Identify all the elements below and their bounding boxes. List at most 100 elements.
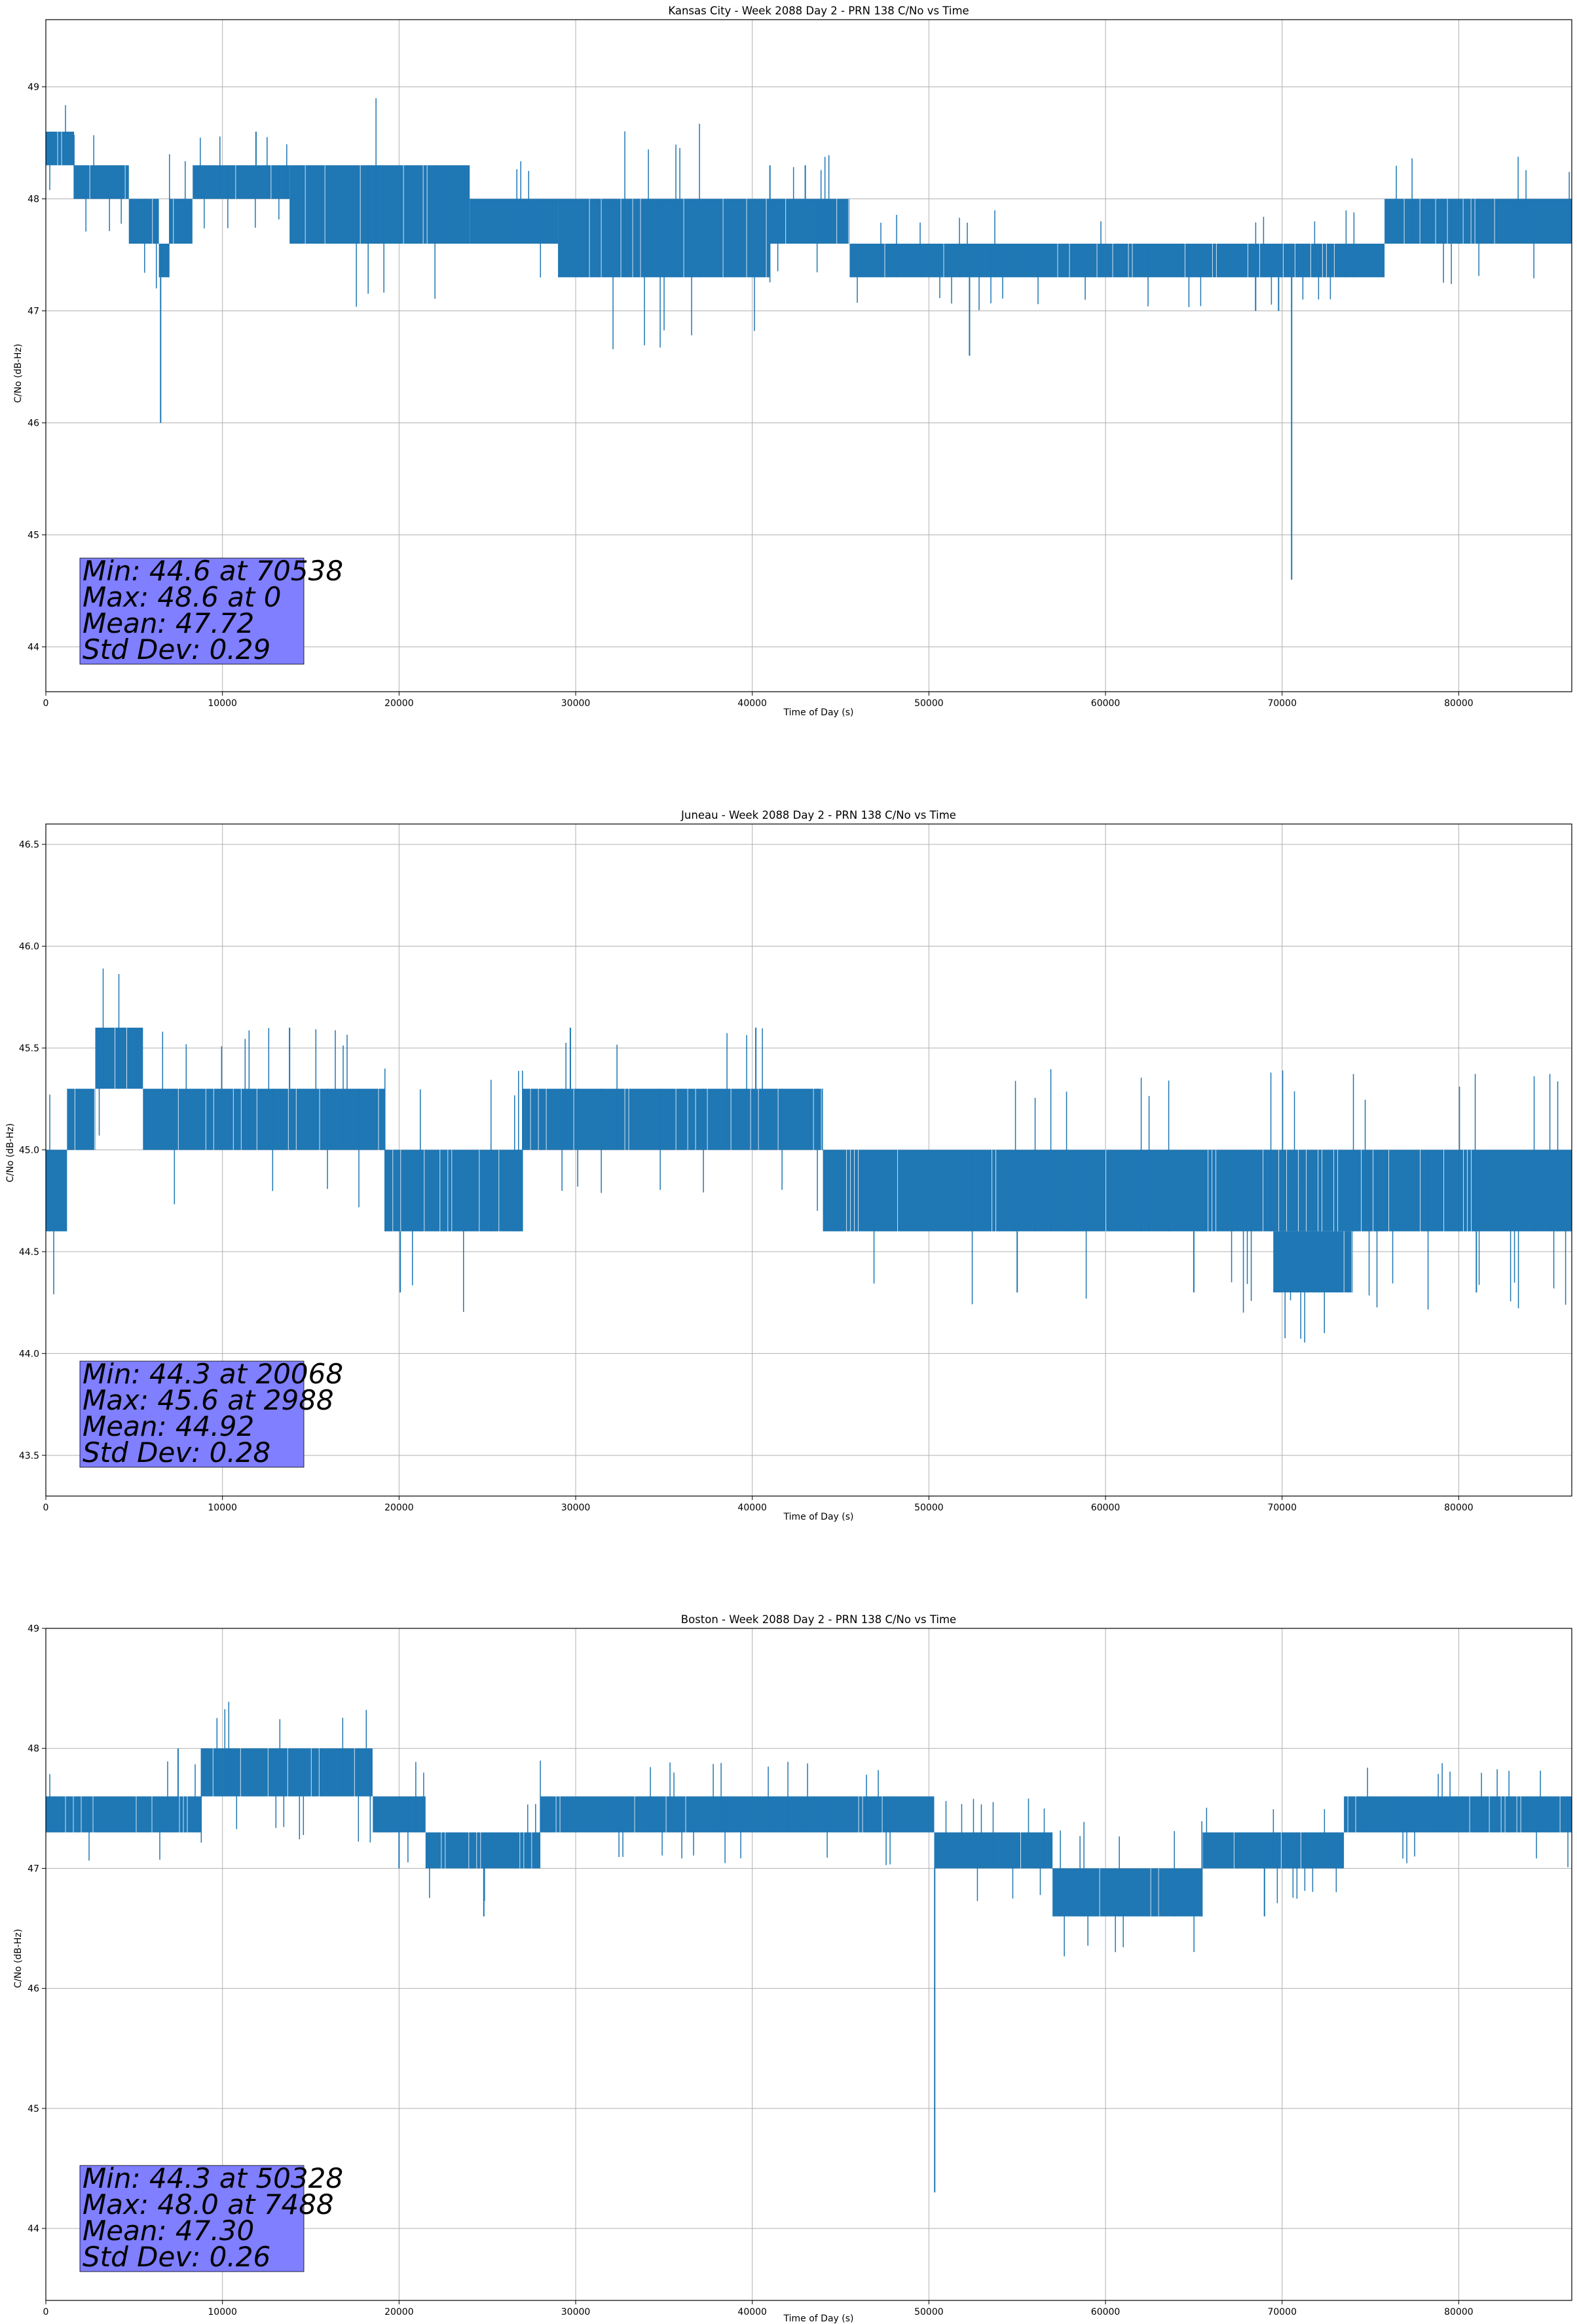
x-tick-label: 20000 <box>384 698 414 709</box>
y-tick-label: 47 <box>28 1864 39 1874</box>
stats-max: Max: 48.0 at 7488 <box>83 2188 334 2221</box>
chart-title: Boston - Week 2088 Day 2 - PRN 138 C/No … <box>681 1613 956 1626</box>
series-band <box>470 198 559 244</box>
chart-title: Juneau - Week 2088 Day 2 - PRN 138 C/No … <box>680 809 956 821</box>
series-band <box>289 165 470 244</box>
y-tick-label: 46.0 <box>19 942 39 952</box>
chart-boston: Boston - Week 2088 Day 2 - PRN 138 C/No … <box>13 1613 1572 2324</box>
series-band <box>823 1150 1572 1231</box>
x-tick-label: 0 <box>43 2307 49 2317</box>
series-band <box>46 132 75 166</box>
series-band <box>384 1150 523 1231</box>
y-axis-ticks: 44 45 46 47 48 49 <box>28 83 46 653</box>
y-axis-ticks: 43.5 44.0 44.5 45.0 45.5 46.0 46.5 <box>19 840 46 1461</box>
x-tick-label: 0 <box>43 1503 49 1513</box>
x-tick-label: 50000 <box>914 1503 944 1513</box>
chart-title: Kansas City - Week 2088 Day 2 - PRN 138 … <box>668 5 969 17</box>
x-tick-label: 30000 <box>561 698 591 709</box>
y-axis-label: C/No (dB-Hz) <box>13 344 24 403</box>
series-band <box>143 1089 320 1150</box>
data-series <box>46 98 1572 580</box>
x-axis-ticks: 0 10000 20000 30000 40000 50000 60000 70000 8000… <box>43 1496 1474 1513</box>
x-tick-label: 10000 <box>208 2307 237 2317</box>
y-axis-ticks: 44 45 46 47 48 49 <box>28 1624 46 2234</box>
y-tick-label: 44 <box>28 643 39 653</box>
x-tick-label: 0 <box>43 698 49 709</box>
stats-mean: Mean: 47.72 <box>83 607 254 639</box>
x-axis-ticks: 0 10000 20000 30000 40000 50000 60000 70000 8000… <box>43 692 1474 709</box>
stats-mean: Mean: 44.92 <box>83 1410 254 1442</box>
series-band <box>770 198 850 244</box>
x-tick-label: 80000 <box>1444 698 1474 709</box>
series-band <box>46 1150 67 1231</box>
x-tick-label: 50000 <box>914 698 944 709</box>
x-tick-label: 30000 <box>561 1503 591 1513</box>
y-tick-label: 48 <box>28 195 39 205</box>
x-tick-label: 70000 <box>1267 2307 1297 2317</box>
y-tick-label: 49 <box>28 1624 39 1634</box>
x-tick-label: 80000 <box>1444 1503 1474 1513</box>
x-tick-label: 60000 <box>1091 698 1121 709</box>
y-tick-label: 46 <box>28 419 39 429</box>
x-axis-ticks: 0 10000 20000 30000 40000 50000 60000 70000 8000… <box>43 2300 1474 2317</box>
stats-mean: Mean: 47.30 <box>83 2215 254 2247</box>
x-tick-label: 20000 <box>384 2307 414 2317</box>
y-tick-label: 47 <box>28 307 39 317</box>
x-tick-label: 40000 <box>737 1503 767 1513</box>
y-tick-label: 46 <box>28 1984 39 1995</box>
stats-min: Min: 44.3 at 20068 <box>83 1358 343 1390</box>
y-axis-label: C/No (dB-Hz) <box>5 1123 16 1182</box>
stats-box-background <box>79 1360 305 1468</box>
x-tick-label: 70000 <box>1267 698 1297 709</box>
plot-frame <box>45 1628 1572 2301</box>
x-tick-label: 60000 <box>1091 1503 1121 1513</box>
plot-frame <box>45 19 1572 692</box>
x-tick-label: 10000 <box>208 698 237 709</box>
data-series <box>46 968 1572 1343</box>
x-tick-label: 80000 <box>1444 2307 1474 2317</box>
x-tick-label: 20000 <box>384 1503 414 1513</box>
plot-frame <box>45 823 1572 1497</box>
y-tick-label: 45.5 <box>19 1043 39 1054</box>
y-tick-label: 44 <box>28 2224 39 2234</box>
stats-box: Min: 44.3 at 20068 Max: 45.6 at 2988 Mea… <box>79 1358 343 1469</box>
y-tick-label: 45 <box>28 531 39 541</box>
series-band <box>169 198 193 244</box>
stats-std-dev: Std Dev: 0.28 <box>83 1436 270 1469</box>
x-axis-label: Time of Day (s) <box>783 1512 854 1522</box>
x-tick-label: 70000 <box>1267 1503 1297 1513</box>
x-tick-label: 60000 <box>1091 2307 1121 2317</box>
y-tick-label: 44.5 <box>19 1247 39 1258</box>
x-tick-label: 30000 <box>561 2307 591 2317</box>
stats-box-background <box>79 557 305 665</box>
y-tick-label: 45.0 <box>19 1145 39 1155</box>
series-band <box>1344 1796 1572 1833</box>
series-band <box>74 165 129 199</box>
stats-min: Min: 44.3 at 50328 <box>83 2162 343 2194</box>
y-tick-label: 44.0 <box>19 1349 39 1359</box>
series-band <box>372 1796 426 1833</box>
y-tick-label: 46.5 <box>19 840 39 850</box>
series-band <box>128 198 159 244</box>
chart-kansas-city: Kansas City - Week 2088 Day 2 - PRN 138 … <box>13 5 1572 718</box>
x-tick-label: 50000 <box>914 2307 944 2317</box>
series-band <box>158 244 170 278</box>
data-series <box>46 1702 1572 2193</box>
y-tick-label: 48 <box>28 1744 39 1754</box>
x-axis-label: Time of Day (s) <box>783 2314 854 2324</box>
x-tick-label: 40000 <box>737 698 767 709</box>
stats-max: Max: 45.6 at 2988 <box>83 1384 334 1416</box>
series-band <box>67 1089 96 1150</box>
y-tick-label: 45 <box>28 2104 39 2114</box>
series-band <box>46 1796 202 1833</box>
series-band <box>319 1089 385 1150</box>
stats-std-dev: Std Dev: 0.26 <box>83 2241 270 2273</box>
series-band <box>540 1796 935 1833</box>
stats-min: Min: 44.6 at 70538 <box>83 555 343 587</box>
series-band <box>523 1089 823 1150</box>
series-band <box>201 1748 373 1797</box>
stats-box: Min: 44.6 at 70538 Max: 48.6 at 0 Mean: … <box>79 555 343 665</box>
x-tick-label: 40000 <box>737 2307 767 2317</box>
chart-juneau: Juneau - Week 2088 Day 2 - PRN 138 C/No … <box>5 809 1572 1522</box>
